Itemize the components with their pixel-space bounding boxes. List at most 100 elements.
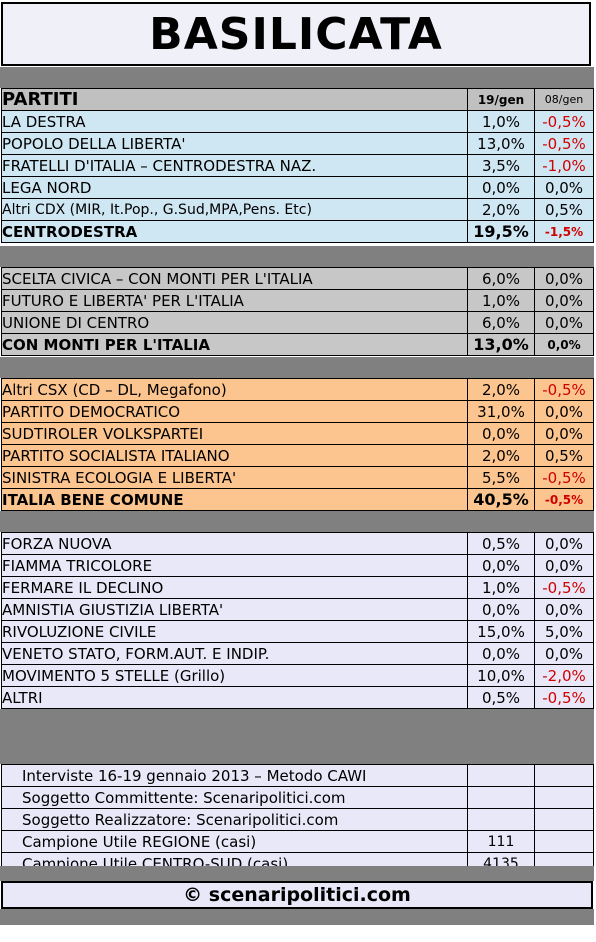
info-value	[467, 808, 535, 831]
party-name: ALTRI	[1, 686, 468, 709]
table-row: FUTURO E LIBERTA' PER L'ITALIA 1,0% 0,0%	[1, 289, 594, 312]
info-value	[467, 786, 535, 809]
table-row: SUDTIROLER VOLKSPARTEI 0,0% 0,0%	[1, 422, 594, 445]
monti-table: SCELTA CIVICA – CON MONTI PER L'ITALIA 6…	[1, 267, 594, 356]
table-row: MOVIMENTO 5 STELLE (Grillo) 10,0% -2,0%	[1, 664, 594, 687]
party-name: Altri CSX (CD – DL, Megafono)	[1, 378, 468, 401]
party-value: 0,0%	[467, 176, 535, 199]
party-name: LA DESTRA	[1, 110, 468, 133]
coalition-value: 40,5%	[467, 488, 535, 511]
info-row: Campione Utile REGIONE (casi) 111	[1, 830, 594, 853]
party-name: SCELTA CIVICA – CON MONTI PER L'ITALIA	[1, 267, 468, 290]
coalition-total-row: CENTRODESTRA 19,5% -1,5%	[1, 220, 594, 243]
table-row: AMNISTIA GIUSTIZIA LIBERTA' 0,0% 0,0%	[1, 598, 594, 621]
info-row: Interviste 16-19 gennaio 2013 – Metodo C…	[1, 764, 594, 787]
party-name: PARTITO DEMOCRATICO	[1, 400, 468, 423]
party-name: Altri CDX (MIR, It.Pop., G.Sud,MPA,Pens.…	[1, 198, 468, 221]
table-row: Altri CSX (CD – DL, Megafono) 2,0% -0,5%	[1, 378, 594, 401]
party-change: -0,5%	[534, 132, 594, 155]
info-extra	[534, 786, 594, 809]
info-row: Soggetto Realizzatore: Scenaripolitici.c…	[1, 808, 594, 831]
coalition-name: CENTRODESTRA	[1, 220, 468, 243]
party-name: FIAMMA TRICOLORE	[1, 554, 468, 577]
table-header: PARTITI 19/gen 08/gen	[1, 88, 594, 111]
col-previous-header: 08/gen	[534, 88, 594, 111]
coalition-change: -1,5%	[534, 220, 594, 243]
party-value: 0,0%	[467, 554, 535, 577]
separator-band	[0, 511, 594, 532]
party-value: 15,0%	[467, 620, 535, 643]
party-change: 0,0%	[534, 598, 594, 621]
separator-band	[0, 909, 594, 925]
coalition-change: -0,5%	[534, 488, 594, 511]
table-row: LA DESTRA 1,0% -0,5%	[1, 110, 594, 133]
survey-info-table: Interviste 16-19 gennaio 2013 – Metodo C…	[1, 764, 594, 875]
info-label: Soggetto Realizzatore: Scenaripolitici.c…	[1, 808, 468, 831]
party-name: SUDTIROLER VOLKSPARTEI	[1, 422, 468, 445]
party-value: 0,5%	[467, 532, 535, 555]
party-name: LEGA NORD	[1, 176, 468, 199]
csx-table: Altri CSX (CD – DL, Megafono) 2,0% -0,5%…	[1, 378, 594, 511]
table-row: ALTRI 0,5% -0,5%	[1, 686, 594, 709]
coalition-value: 13,0%	[467, 333, 535, 356]
party-value: 0,5%	[467, 686, 535, 709]
party-change: 0,0%	[534, 554, 594, 577]
party-value: 2,0%	[467, 444, 535, 467]
party-change: 0,0%	[534, 532, 594, 555]
cdx-table: PARTITI 19/gen 08/gen LA DESTRA 1,0% -0,…	[1, 88, 594, 243]
party-change: -0,5%	[534, 110, 594, 133]
table-row: FORZA NUOVA 0,5% 0,0%	[1, 532, 594, 555]
table-row: PARTITO SOCIALISTA ITALIANO 2,0% 0,5%	[1, 444, 594, 467]
party-change: -0,5%	[534, 378, 594, 401]
party-value: 0,0%	[467, 598, 535, 621]
info-label: Campione Utile REGIONE (casi)	[1, 830, 468, 853]
party-value: 0,0%	[467, 422, 535, 445]
info-extra	[534, 830, 594, 853]
party-change: 0,0%	[534, 400, 594, 423]
info-label: Interviste 16-19 gennaio 2013 – Metodo C…	[1, 764, 468, 787]
party-name: FERMARE IL DECLINO	[1, 576, 468, 599]
table-row: VENETO STATO, FORM.AUT. E INDIP. 0,0% 0,…	[1, 642, 594, 665]
party-name: PARTITO SOCIALISTA ITALIANO	[1, 444, 468, 467]
party-value: 13,0%	[467, 132, 535, 155]
page-title: BASILICATA	[149, 8, 443, 60]
table-row: RIVOLUZIONE CIVILE 15,0% 5,0%	[1, 620, 594, 643]
table-row: POPOLO DELLA LIBERTA' 13,0% -0,5%	[1, 132, 594, 155]
party-value: 2,0%	[467, 198, 535, 221]
coalition-name: CON MONTI PER L'ITALIA	[1, 333, 468, 356]
info-row: Soggetto Committente: Scenaripolitici.co…	[1, 786, 594, 809]
title-banner: BASILICATA	[1, 2, 591, 66]
party-name: FORZA NUOVA	[1, 532, 468, 555]
info-extra	[534, 808, 594, 831]
party-value: 10,0%	[467, 664, 535, 687]
info-value	[467, 764, 535, 787]
copyright-footer: © scenaripolitici.com	[1, 881, 593, 909]
coalition-name: ITALIA BENE COMUNE	[1, 488, 468, 511]
table-row: Altri CDX (MIR, It.Pop., G.Sud,MPA,Pens.…	[1, 198, 594, 221]
separator-band	[0, 246, 594, 267]
party-name: RIVOLUZIONE CIVILE	[1, 620, 468, 643]
party-name: UNIONE DI CENTRO	[1, 311, 468, 334]
party-change: 0,0%	[534, 311, 594, 334]
party-change: -2,0%	[534, 664, 594, 687]
party-value: 0,0%	[467, 642, 535, 665]
party-name: VENETO STATO, FORM.AUT. E INDIP.	[1, 642, 468, 665]
party-value: 6,0%	[467, 267, 535, 290]
party-name: MOVIMENTO 5 STELLE (Grillo)	[1, 664, 468, 687]
party-value: 3,5%	[467, 154, 535, 177]
party-name: POPOLO DELLA LIBERTA'	[1, 132, 468, 155]
table-row: SINISTRA ECOLOGIA E LIBERTA' 5,5% -0,5%	[1, 466, 594, 489]
party-value: 1,0%	[467, 289, 535, 312]
coalition-value: 19,5%	[467, 220, 535, 243]
party-value: 1,0%	[467, 576, 535, 599]
table-row: UNIONE DI CENTRO 6,0% 0,0%	[1, 311, 594, 334]
party-header: PARTITI	[1, 88, 468, 111]
party-change: -0,5%	[534, 576, 594, 599]
coalition-total-row: CON MONTI PER L'ITALIA 13,0% 0,0%	[1, 333, 594, 356]
party-change: 0,0%	[534, 289, 594, 312]
party-change: 0,0%	[534, 176, 594, 199]
party-name: SINISTRA ECOLOGIA E LIBERTA'	[1, 466, 468, 489]
party-change: 0,5%	[534, 198, 594, 221]
party-change: -1,0%	[534, 154, 594, 177]
